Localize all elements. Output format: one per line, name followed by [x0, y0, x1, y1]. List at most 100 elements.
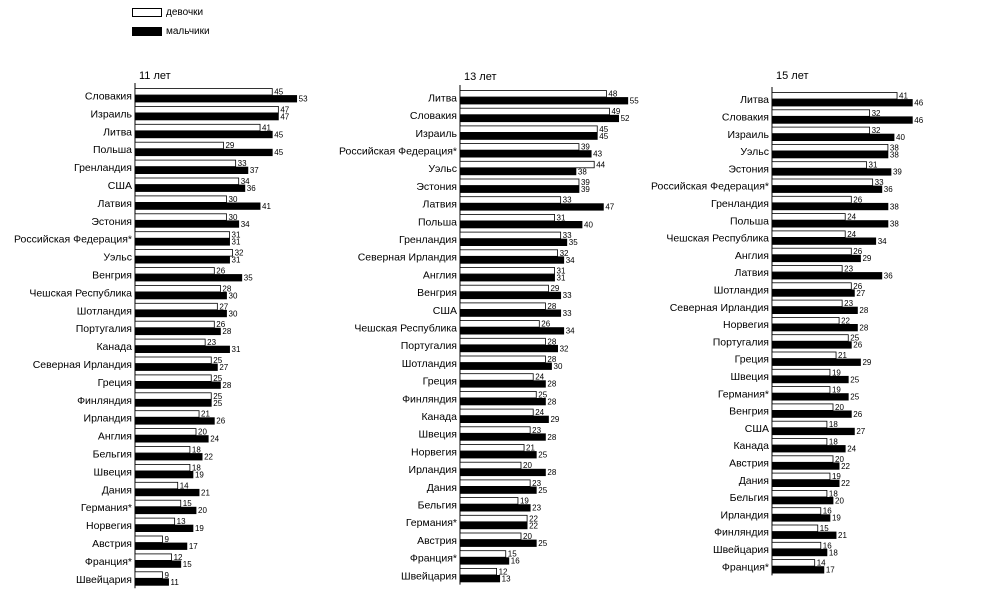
bar-girls	[134, 106, 279, 114]
value-label-girls: 47	[280, 105, 289, 114]
bar-girls	[771, 178, 874, 186]
bar-boys	[134, 578, 169, 586]
value-label-boys: 15	[183, 560, 192, 569]
value-label-girls: 41	[262, 123, 271, 132]
bar-girls	[771, 368, 831, 377]
bar-girls	[771, 299, 843, 308]
category-label: Австрия	[417, 535, 457, 547]
bar-girls	[459, 178, 580, 186]
category-label: Венгрия	[729, 406, 769, 418]
bar-boys	[771, 323, 858, 332]
bar-girls	[134, 249, 233, 257]
bar-girls	[771, 386, 831, 394]
value-label-girls: 31	[557, 213, 566, 222]
value-label-girls: 23	[844, 265, 853, 274]
value-label-boys: 31	[232, 256, 241, 265]
value-label-boys: 28	[859, 306, 868, 315]
value-label-boys: 45	[274, 148, 283, 157]
bar-girls	[134, 481, 179, 490]
bar-girls	[134, 213, 227, 221]
value-label-girls: 25	[850, 334, 859, 343]
value-label-girls: 28	[547, 302, 556, 311]
bar-boys	[771, 306, 858, 315]
value-label-girls: 13	[177, 517, 186, 526]
category-label: Дания	[427, 482, 457, 494]
value-label-boys: 32	[560, 344, 569, 353]
value-label-girls: 28	[222, 284, 231, 293]
bar-girls	[771, 334, 849, 342]
category-label: Норвегия	[723, 319, 769, 331]
value-label-boys: 38	[890, 220, 899, 229]
value-label-girls: 21	[838, 351, 847, 360]
category-label: Уэльс	[740, 146, 769, 158]
value-label-girls: 34	[241, 177, 250, 186]
bar-girls	[134, 302, 218, 311]
bar-boys	[459, 220, 583, 229]
category-label: Англия	[98, 431, 132, 443]
value-label-boys: 22	[841, 462, 850, 471]
bar-boys	[771, 254, 861, 263]
bar-boys	[459, 274, 555, 282]
category-label: Шотландия	[714, 284, 769, 296]
category-label: США	[433, 305, 457, 317]
bar-girls	[459, 107, 610, 116]
bar-boys	[134, 202, 261, 210]
value-label-boys: 28	[859, 323, 868, 332]
bar-boys	[459, 362, 552, 370]
category-label: Латвия	[98, 198, 132, 210]
bar-boys	[771, 358, 861, 366]
category-label: Швеция	[419, 429, 458, 441]
bar-boys	[771, 531, 837, 539]
value-label-boys: 39	[581, 185, 590, 194]
bar-boys	[459, 451, 537, 459]
bar-boys	[134, 524, 194, 532]
value-label-boys: 22	[529, 521, 538, 530]
value-label-boys: 29	[862, 254, 871, 263]
value-label-boys: 34	[878, 237, 887, 246]
value-label-boys: 16	[511, 557, 520, 566]
bar-boys	[134, 363, 218, 371]
category-label: Эстония	[416, 181, 457, 193]
value-label-boys: 26	[853, 410, 862, 419]
bar-girls	[771, 92, 898, 100]
bar-girls	[459, 231, 562, 240]
bar-girls	[771, 143, 889, 152]
value-label-boys: 45	[274, 130, 283, 139]
value-label-boys: 30	[229, 309, 238, 318]
category-label: Швейцария	[76, 574, 132, 586]
value-label-girls: 45	[599, 125, 608, 134]
bar-girls	[771, 161, 867, 169]
value-label-girls: 33	[563, 196, 572, 205]
value-label-girls: 16	[823, 541, 832, 550]
value-label-boys: 43	[593, 150, 602, 159]
value-label-girls: 26	[216, 320, 225, 329]
value-label-girls: 24	[847, 230, 856, 239]
bar-girls	[459, 267, 555, 275]
category-label: Словакия	[722, 111, 769, 123]
bar-boys	[771, 514, 831, 522]
bar-boys	[134, 274, 243, 282]
value-label-girls: 18	[192, 446, 201, 455]
bar-boys	[459, 132, 598, 140]
bar-boys	[459, 97, 629, 105]
category-label: США	[108, 180, 132, 192]
bar-boys	[771, 150, 889, 159]
value-label-boys: 31	[557, 274, 566, 283]
legend-item-boys: мальчики	[132, 22, 210, 41]
category-label: Польша	[418, 216, 457, 228]
category-label: Северная Ирландия	[358, 252, 457, 264]
bar-girls	[134, 284, 221, 293]
bar-boys	[134, 506, 197, 515]
bar-boys	[771, 496, 834, 505]
bar-boys	[459, 397, 546, 406]
value-label-boys: 24	[210, 435, 219, 444]
value-label-girls: 27	[219, 302, 228, 311]
category-label: Северная Ирландия	[33, 359, 132, 371]
category-label: Германия*	[406, 517, 457, 529]
value-label-boys: 27	[856, 289, 865, 298]
category-label: Северная Ирландия	[670, 302, 769, 314]
bar-boys	[771, 168, 892, 176]
value-label-boys: 31	[232, 238, 241, 247]
bar-boys	[771, 99, 913, 107]
